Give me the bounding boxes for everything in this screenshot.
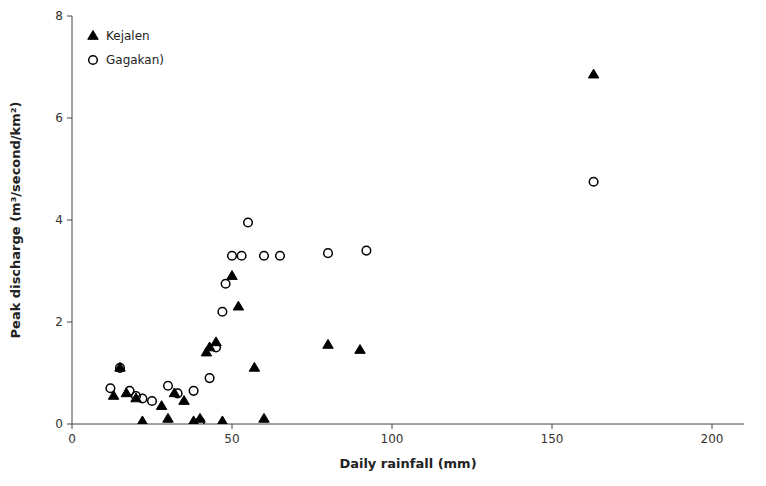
y-tick <box>67 424 72 425</box>
x-tick-label: 0 <box>68 432 76 446</box>
y-tick <box>67 220 72 221</box>
y-tick-label: 8 <box>55 9 63 23</box>
point <box>228 251 237 260</box>
chart: 0 50 100 150 200 0 2 4 6 8 Daily rainfall (mm) Peak… <box>0 0 766 486</box>
y-tick-label: 4 <box>55 213 63 227</box>
x-axis-line <box>72 424 744 425</box>
axes: 0 50 100 150 200 0 2 4 6 8 <box>55 9 744 446</box>
x-tick-label: 100 <box>381 432 404 446</box>
point <box>249 362 259 371</box>
point <box>189 387 198 396</box>
x-tick-label: 150 <box>541 432 564 446</box>
point <box>217 416 227 424</box>
point <box>115 362 125 371</box>
point <box>237 251 246 260</box>
x-tick-label: 200 <box>701 432 724 446</box>
point <box>260 251 269 260</box>
y-tick <box>67 16 72 17</box>
x-tick <box>232 424 233 429</box>
plot-area <box>106 69 599 424</box>
y-tick-label: 2 <box>55 315 63 329</box>
point <box>116 364 125 373</box>
point <box>137 416 147 424</box>
legend-label: Gagakan) <box>106 53 164 67</box>
series <box>108 69 598 424</box>
legend-marker <box>88 31 98 40</box>
point <box>362 246 371 255</box>
point <box>227 271 237 280</box>
point <box>106 384 115 393</box>
y-tick <box>67 118 72 119</box>
point <box>588 69 598 78</box>
x-tick <box>712 424 713 429</box>
point <box>276 251 285 260</box>
series <box>106 177 598 424</box>
point <box>205 374 214 383</box>
y-axis-label: Peak discharge (m³/second/km²) <box>8 102 23 339</box>
x-tick <box>392 424 393 429</box>
point <box>324 249 333 258</box>
point <box>164 381 173 390</box>
point <box>138 394 147 403</box>
point <box>212 343 221 352</box>
point <box>233 301 243 310</box>
x-axis-label: Daily rainfall (mm) <box>339 456 476 471</box>
point <box>218 308 227 317</box>
point <box>589 177 598 186</box>
point <box>355 345 365 354</box>
x-tick <box>72 424 73 429</box>
x-tick <box>552 424 553 429</box>
point <box>148 397 157 406</box>
legend: Kejalen Gagakan) <box>88 29 164 67</box>
point <box>221 279 230 288</box>
point <box>259 413 269 422</box>
y-tick-label: 0 <box>55 417 63 431</box>
point <box>163 413 173 422</box>
y-tick <box>67 322 72 323</box>
legend-marker <box>89 56 98 65</box>
x-tick-label: 50 <box>224 432 239 446</box>
point <box>156 401 166 410</box>
point <box>244 218 253 227</box>
point <box>173 389 182 398</box>
point <box>323 339 333 348</box>
y-tick-label: 6 <box>55 111 63 125</box>
point <box>196 417 205 424</box>
legend-label: Kejalen <box>106 29 150 43</box>
